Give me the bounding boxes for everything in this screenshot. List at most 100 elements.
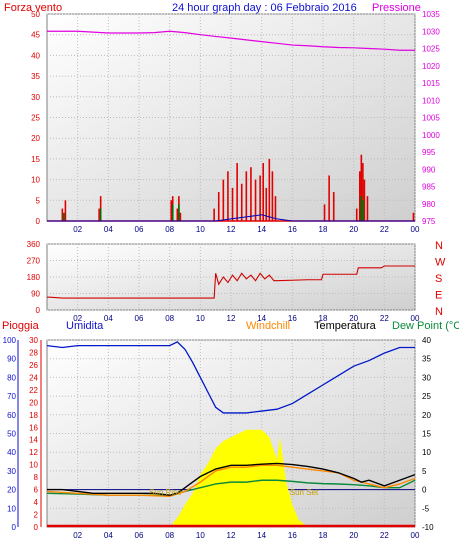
wind-tick-label: 50 [31, 10, 40, 19]
x-tick-label: 08 [165, 531, 174, 540]
pressure-tick-label: 1020 [422, 62, 440, 71]
compass-label: S [435, 273, 442, 285]
x-tick-label: 20 [349, 531, 358, 540]
x-tick-label: 16 [288, 225, 297, 234]
wind-tick-label: 20 [31, 134, 40, 143]
x-tick-label: 10 [196, 314, 205, 323]
direction-tick-label: 90 [31, 290, 40, 299]
x-tick-label: 14 [257, 314, 266, 323]
direction-line [47, 265, 415, 299]
pressure-tick-label: 995 [422, 148, 436, 157]
pressure-tick-label: 1030 [422, 27, 440, 36]
page-title: 24 hour graph day : 06 Febbraio 2016 [172, 2, 357, 14]
wind-tick-label: 10 [31, 176, 40, 185]
direction-tick-label: 360 [27, 240, 41, 249]
x-tick-label: 04 [104, 225, 113, 234]
temp-tick-label: 0 [422, 486, 427, 495]
wind-axis-label: Forza vento [4, 2, 63, 14]
rain-tick-label: 14 [29, 436, 38, 445]
rain-tick-label: 20 [29, 398, 38, 407]
temperatura-line [47, 462, 416, 496]
rain-label: Pioggia [2, 320, 39, 332]
rain-tick-label: 12 [29, 448, 38, 457]
rain-tick-label: 0 [34, 523, 39, 532]
humidity-tick-label: 50 [7, 430, 16, 439]
humidity-label: Umidita [66, 320, 104, 332]
x-tick-label: 20 [349, 225, 358, 234]
x-tick-label: 22 [380, 314, 389, 323]
temp-tick-label: 40 [422, 336, 431, 345]
pressure-tick-label: 1010 [422, 96, 440, 105]
wind-tick-label: 25 [31, 114, 40, 123]
pressure-line [47, 30, 415, 51]
x-tick-label: 04 [104, 531, 113, 540]
direction-tick-label: 270 [27, 257, 41, 266]
temp-tick-label: -5 [422, 504, 430, 513]
compass-label: N [435, 240, 443, 252]
wind-tick-label: 0 [36, 217, 41, 226]
x-tick-label: 22 [380, 225, 389, 234]
x-tick-label: 16 [288, 314, 297, 323]
rain-tick-label: 22 [29, 386, 38, 395]
x-tick-label: 18 [319, 314, 328, 323]
direction-tick-label: 0 [36, 306, 41, 315]
humidity-tick-label: 80 [7, 373, 16, 382]
humidity-tick-label: 10 [7, 504, 16, 513]
compass-label: N [435, 306, 443, 318]
x-tick-label: 12 [227, 531, 236, 540]
temp-tick-label: 30 [422, 373, 431, 382]
rain-tick-label: 6 [34, 486, 39, 495]
pressure-tick-label: 990 [422, 165, 436, 174]
rain-tick-label: 16 [29, 423, 38, 432]
temperature-label: Temperatura [314, 320, 376, 332]
x-tick-label: 06 [135, 531, 144, 540]
humidity-tick-label: 0 [12, 523, 17, 532]
x-tick-label: 12 [227, 314, 236, 323]
pressure-tick-label: 1015 [422, 79, 440, 88]
x-tick-label: 14 [257, 225, 266, 234]
x-tick-label: 14 [257, 531, 266, 540]
rain-tick-label: 28 [29, 348, 38, 357]
humidity-line [46, 341, 415, 414]
x-tick-label: 10 [196, 225, 205, 234]
pressure-tick-label: 1000 [422, 131, 440, 140]
humidity-tick-label: 30 [7, 467, 16, 476]
rain-tick-label: 8 [34, 473, 39, 482]
pressure-axis-label: Pressione [372, 2, 421, 14]
humidity-tick-label: 40 [7, 448, 16, 457]
rain-tick-label: 24 [29, 373, 38, 382]
x-tick-label: 08 [165, 314, 174, 323]
humidity-tick-label: 20 [7, 486, 16, 495]
x-tick-label: 08 [165, 225, 174, 234]
x-tick-label: 12 [227, 225, 236, 234]
rain-tick-label: 2 [34, 511, 39, 520]
temp-tick-label: 25 [422, 392, 431, 401]
wind-tick-label: 15 [31, 155, 40, 164]
humidity-tick-label: 70 [7, 392, 16, 401]
rain-tick-label: 26 [29, 361, 38, 370]
wind-avg-line [47, 214, 415, 222]
x-tick-label: 06 [135, 314, 144, 323]
x-tick-label: 04 [104, 314, 113, 323]
humidity-tick-label: 100 [3, 336, 17, 345]
temp-tick-label: 20 [422, 411, 431, 420]
rain-tick-label: 18 [29, 411, 38, 420]
x-tick-label: 00 [411, 531, 420, 540]
wind-tick-label: 30 [31, 93, 40, 102]
pressure-tick-label: 980 [422, 200, 436, 209]
direction-tick-label: 180 [27, 273, 41, 282]
x-tick-label: 10 [196, 531, 205, 540]
x-tick-label: 00 [411, 225, 420, 234]
pressure-tick-label: 1035 [422, 10, 440, 19]
x-tick-label: 18 [319, 531, 328, 540]
x-tick-label: 22 [380, 531, 389, 540]
sun-area [172, 429, 308, 527]
dewpoint-label: Dew Point (°C [392, 320, 459, 332]
wind-tick-label: 45 [31, 31, 40, 40]
humidity-tick-label: 60 [7, 411, 16, 420]
pressure-tick-label: 985 [422, 183, 436, 192]
x-tick-label: 00 [411, 314, 420, 323]
rain-tick-label: 4 [34, 498, 39, 507]
pressure-tick-label: 975 [422, 217, 436, 226]
compass-label: W [435, 257, 446, 269]
